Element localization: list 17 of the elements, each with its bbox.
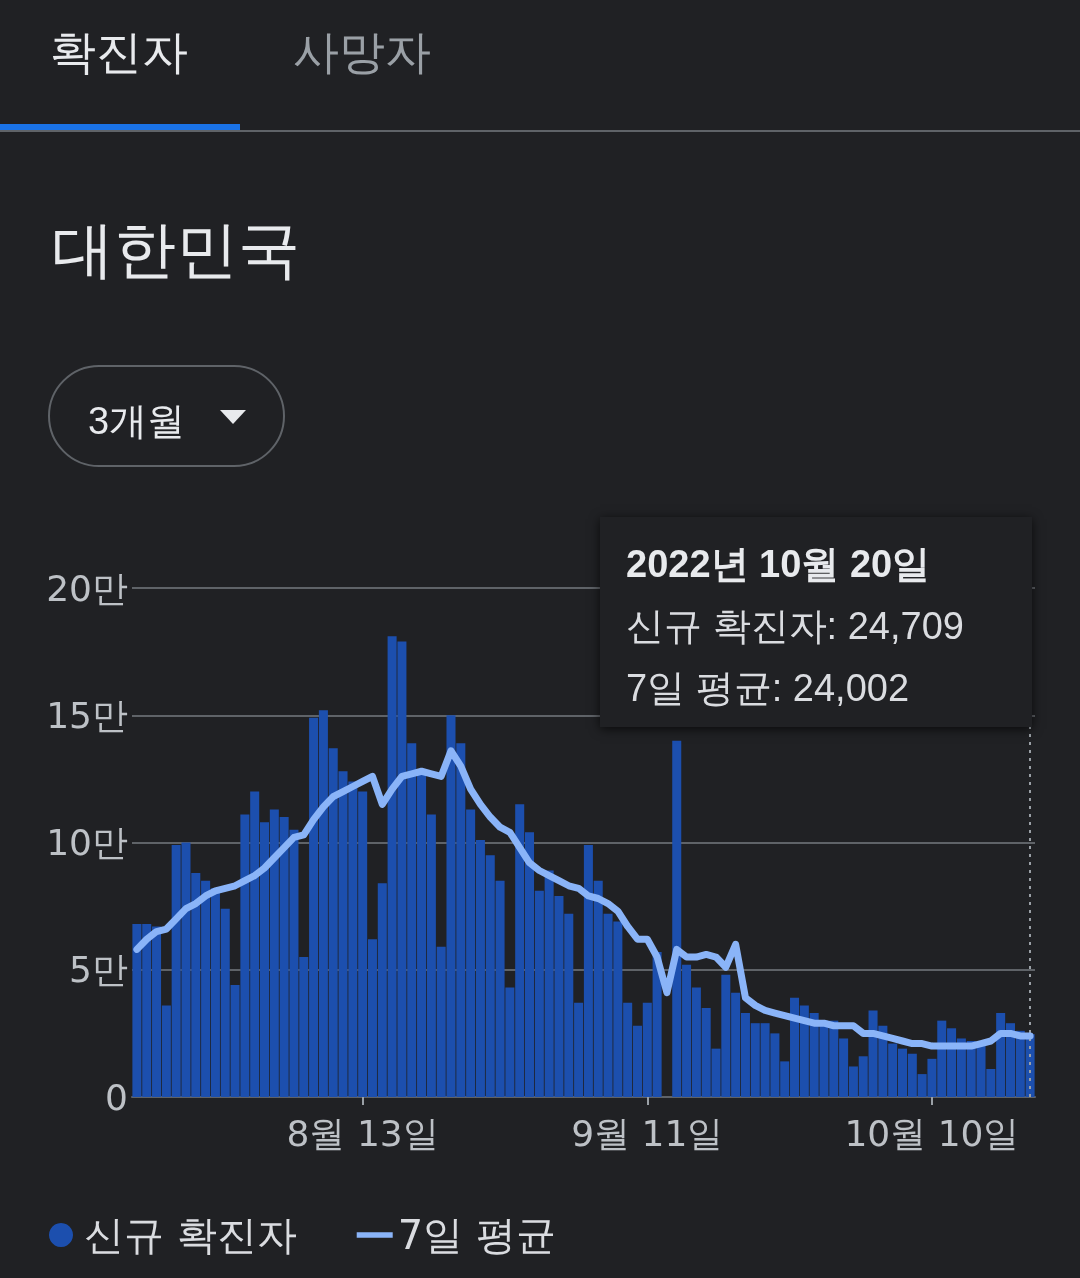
x-tick-label: 10월 10일	[844, 1112, 1020, 1154]
y-tick-label: 0	[105, 1076, 128, 1118]
text: 3개월	[88, 399, 186, 444]
legend-label: 신규 확진자	[84, 1212, 297, 1258]
annotation: 신규 확진자: 24,709	[626, 604, 964, 649]
x-tick-label: 9월 11일	[571, 1112, 724, 1154]
y-tick-label: 10만	[46, 822, 128, 863]
y-tick-label: 20만	[46, 567, 128, 609]
x-tick-label: 8월 13일	[286, 1112, 439, 1154]
text: 확진자	[50, 25, 188, 80]
text: 사망자	[293, 25, 431, 80]
legend-label: 7일 평균	[397, 1212, 556, 1258]
text: 2022년 10월 20일	[626, 542, 931, 587]
y-tick-label: 15만	[46, 694, 128, 736]
annotation: 7일 평균: 24,002	[626, 666, 910, 711]
chart-title: 대한민국	[52, 214, 300, 286]
y-tick-label: 5만	[69, 949, 128, 991]
